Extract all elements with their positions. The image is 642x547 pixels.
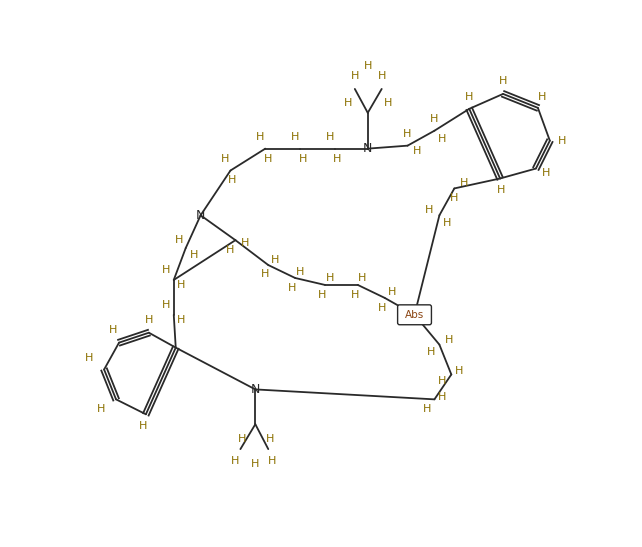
Text: H: H [413, 146, 422, 156]
Text: H: H [430, 114, 438, 124]
Text: H: H [229, 176, 237, 185]
Text: H: H [264, 154, 272, 164]
Text: H: H [383, 98, 392, 108]
Text: H: H [256, 132, 265, 142]
Text: H: H [139, 421, 147, 431]
Text: H: H [325, 273, 334, 283]
Text: H: H [423, 404, 431, 414]
Text: H: H [499, 76, 507, 86]
Text: H: H [288, 283, 297, 293]
Text: N: N [196, 209, 205, 222]
Text: H: H [299, 154, 308, 164]
Text: N: N [363, 142, 372, 155]
Text: H: H [175, 235, 183, 245]
Text: H: H [221, 154, 230, 164]
Text: H: H [189, 250, 198, 260]
Text: H: H [443, 218, 451, 228]
Text: H: H [388, 287, 396, 297]
Text: H: H [226, 245, 234, 255]
Text: H: H [318, 290, 326, 300]
Text: H: H [438, 133, 447, 144]
Text: H: H [238, 434, 247, 444]
FancyBboxPatch shape [397, 305, 431, 325]
Text: H: H [438, 376, 447, 386]
Text: H: H [333, 154, 341, 164]
Text: H: H [542, 167, 550, 178]
Text: H: H [109, 325, 117, 335]
Text: H: H [377, 71, 386, 81]
Text: H: H [358, 273, 366, 283]
Text: H: H [538, 92, 546, 102]
Text: H: H [343, 98, 352, 108]
Text: H: H [460, 178, 469, 189]
Text: H: H [241, 238, 250, 248]
Text: H: H [177, 280, 185, 290]
Text: N: N [250, 383, 260, 396]
Text: H: H [351, 290, 359, 300]
Text: H: H [325, 132, 334, 142]
Text: H: H [271, 255, 279, 265]
Text: H: H [296, 267, 304, 277]
Text: H: H [450, 194, 458, 203]
Text: H: H [497, 185, 505, 195]
Text: H: H [363, 61, 372, 71]
Text: H: H [558, 136, 566, 146]
Text: H: H [162, 265, 170, 275]
Text: Abs: Abs [405, 310, 424, 320]
Text: H: H [425, 205, 433, 216]
Text: H: H [438, 392, 447, 403]
Text: H: H [85, 353, 93, 363]
Text: H: H [266, 434, 274, 444]
Text: H: H [351, 71, 359, 81]
Text: H: H [251, 459, 259, 469]
Text: H: H [231, 456, 239, 466]
Text: H: H [403, 129, 412, 139]
Text: H: H [144, 315, 153, 325]
Text: H: H [268, 456, 277, 466]
Text: H: H [291, 132, 299, 142]
Text: H: H [162, 300, 170, 310]
Text: H: H [377, 303, 386, 313]
Text: H: H [427, 347, 436, 357]
Text: H: H [455, 366, 464, 376]
Text: H: H [465, 92, 473, 102]
Text: H: H [261, 269, 270, 279]
Text: H: H [445, 335, 453, 345]
Text: H: H [177, 315, 185, 325]
Text: H: H [97, 404, 105, 414]
